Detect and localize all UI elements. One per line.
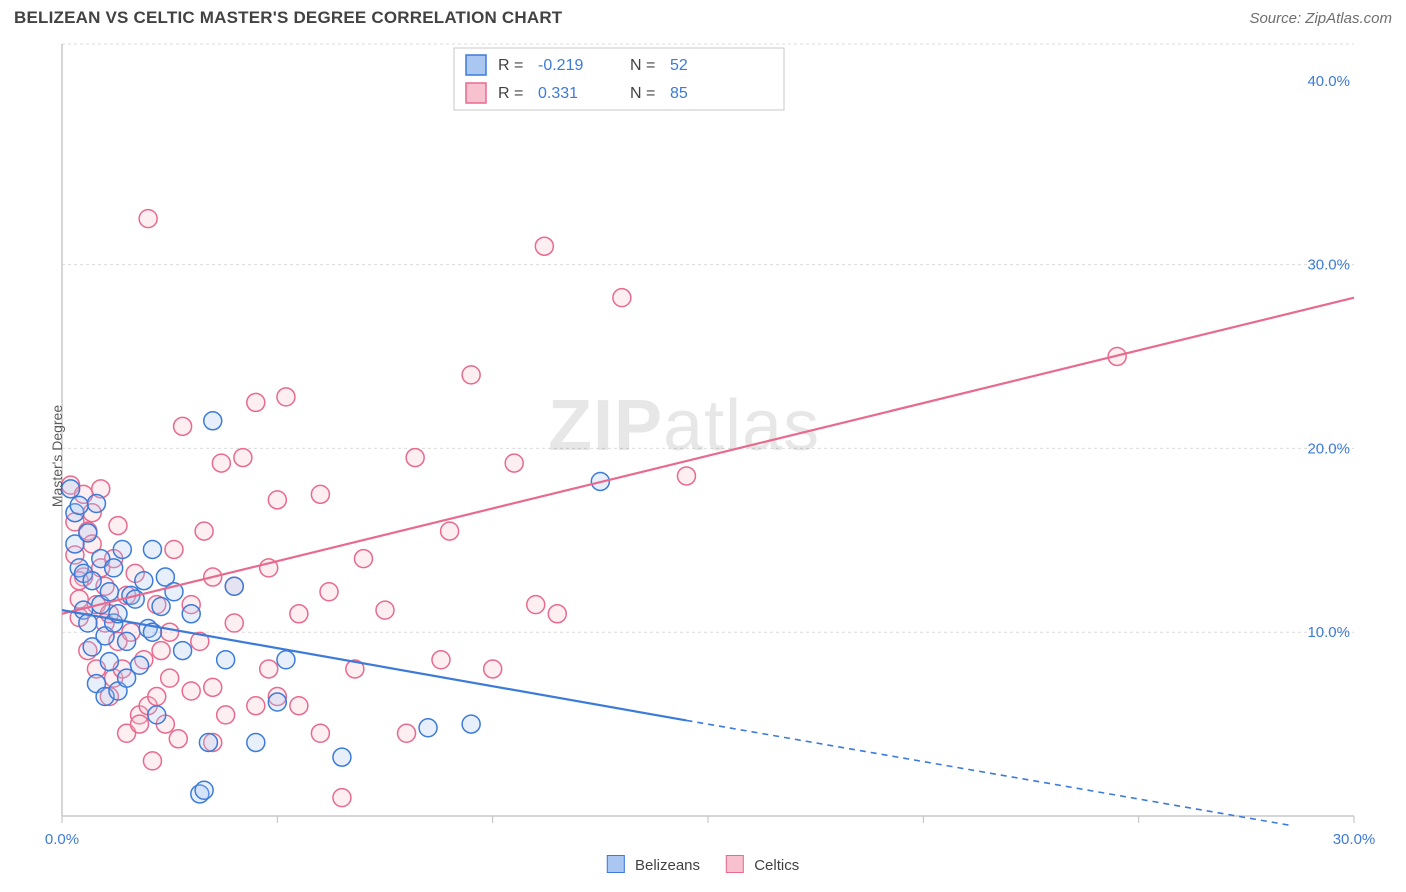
svg-text:0.0%: 0.0% xyxy=(45,831,79,848)
svg-text:40.0%: 40.0% xyxy=(1307,73,1350,90)
svg-text:10.0%: 10.0% xyxy=(1307,624,1350,641)
legend-swatch-belizeans xyxy=(607,855,625,873)
svg-text:0.331: 0.331 xyxy=(538,85,578,102)
legend-label-belizeans: Belizeans xyxy=(635,857,700,874)
legend-swatch-celtics xyxy=(726,855,744,873)
svg-text:20.0%: 20.0% xyxy=(1307,440,1350,457)
y-axis-label: Master's Degree xyxy=(49,405,65,507)
chart-title: BELIZEAN VS CELTIC MASTER'S DEGREE CORRE… xyxy=(14,8,562,28)
legend-item-celtics: Celtics xyxy=(726,855,799,874)
chart-area: Master's Degree 0.0% 30.0% 10.0% 20.0% 30.0%… xyxy=(14,36,1392,876)
svg-text:-0.219: -0.219 xyxy=(538,57,583,74)
svg-text:52: 52 xyxy=(670,57,688,74)
legend-bottom: Belizeans Celtics xyxy=(607,855,799,874)
svg-text:N =: N = xyxy=(630,57,655,74)
legend-label-celtics: Celtics xyxy=(754,857,799,874)
legend-item-belizeans: Belizeans xyxy=(607,855,700,874)
svg-text:R =: R = xyxy=(498,85,523,102)
svg-text:N =: N = xyxy=(630,85,655,102)
chart-source: Source: ZipAtlas.com xyxy=(1249,10,1392,27)
scatter-chart: 0.0% 30.0% 10.0% 20.0% 30.0% 40.0% ZIPatlas R =… xyxy=(14,36,1392,876)
svg-text:R =: R = xyxy=(498,57,523,74)
svg-text:30.0%: 30.0% xyxy=(1307,257,1350,274)
svg-text:ZIPatlas: ZIPatlas xyxy=(548,386,820,466)
svg-text:30.0%: 30.0% xyxy=(1333,831,1376,848)
svg-text:85: 85 xyxy=(670,85,688,102)
